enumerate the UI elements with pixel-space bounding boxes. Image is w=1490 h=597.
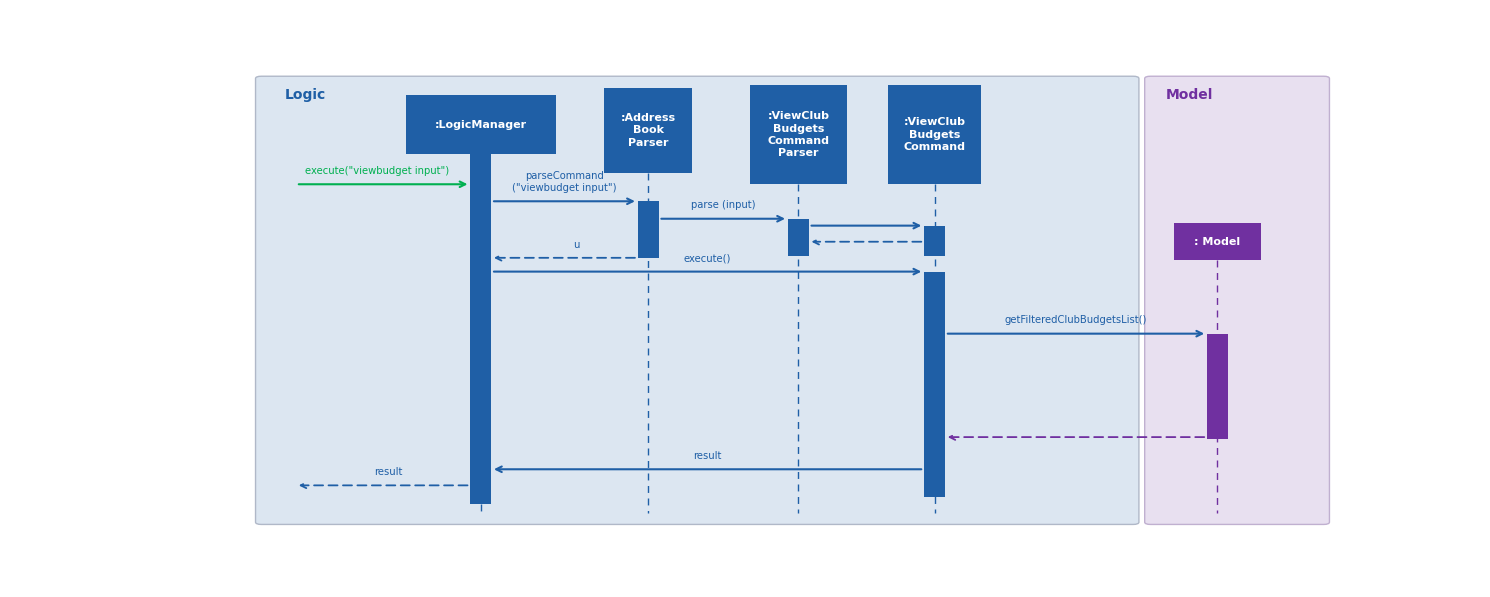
Text: :ViewClub
Budgets
Command
Parser: :ViewClub Budgets Command Parser (767, 111, 830, 158)
Bar (1207, 334, 1228, 439)
Text: :LogicManager: :LogicManager (435, 119, 527, 130)
Text: parse (input): parse (input) (691, 201, 755, 211)
Bar (888, 85, 980, 184)
Text: Logic: Logic (285, 88, 326, 101)
Bar (1174, 223, 1262, 260)
FancyBboxPatch shape (1144, 76, 1329, 524)
Text: result: result (374, 467, 402, 477)
Bar (924, 272, 945, 497)
Text: :Address
Book
Parser: :Address Book Parser (621, 113, 675, 147)
Text: parseCommand
("viewbudget input"): parseCommand ("viewbudget input") (513, 171, 617, 193)
Text: u: u (572, 239, 580, 250)
Text: : Model: : Model (1195, 237, 1241, 247)
Bar (471, 155, 492, 504)
Text: execute(): execute() (684, 253, 732, 263)
Text: result: result (693, 451, 721, 461)
Text: execute("viewbudget input"): execute("viewbudget input") (305, 166, 448, 176)
Text: :ViewClub
Budgets
Command: :ViewClub Budgets Command (903, 118, 966, 152)
Bar (749, 85, 846, 184)
Bar (638, 201, 659, 258)
Text: getFilteredClubBudgetsList(): getFilteredClubBudgetsList() (1004, 315, 1147, 325)
Bar (605, 88, 691, 173)
Text: Model: Model (1165, 88, 1213, 101)
Bar (405, 94, 556, 155)
FancyBboxPatch shape (256, 76, 1138, 524)
Bar (924, 226, 945, 256)
Bar (788, 219, 809, 256)
